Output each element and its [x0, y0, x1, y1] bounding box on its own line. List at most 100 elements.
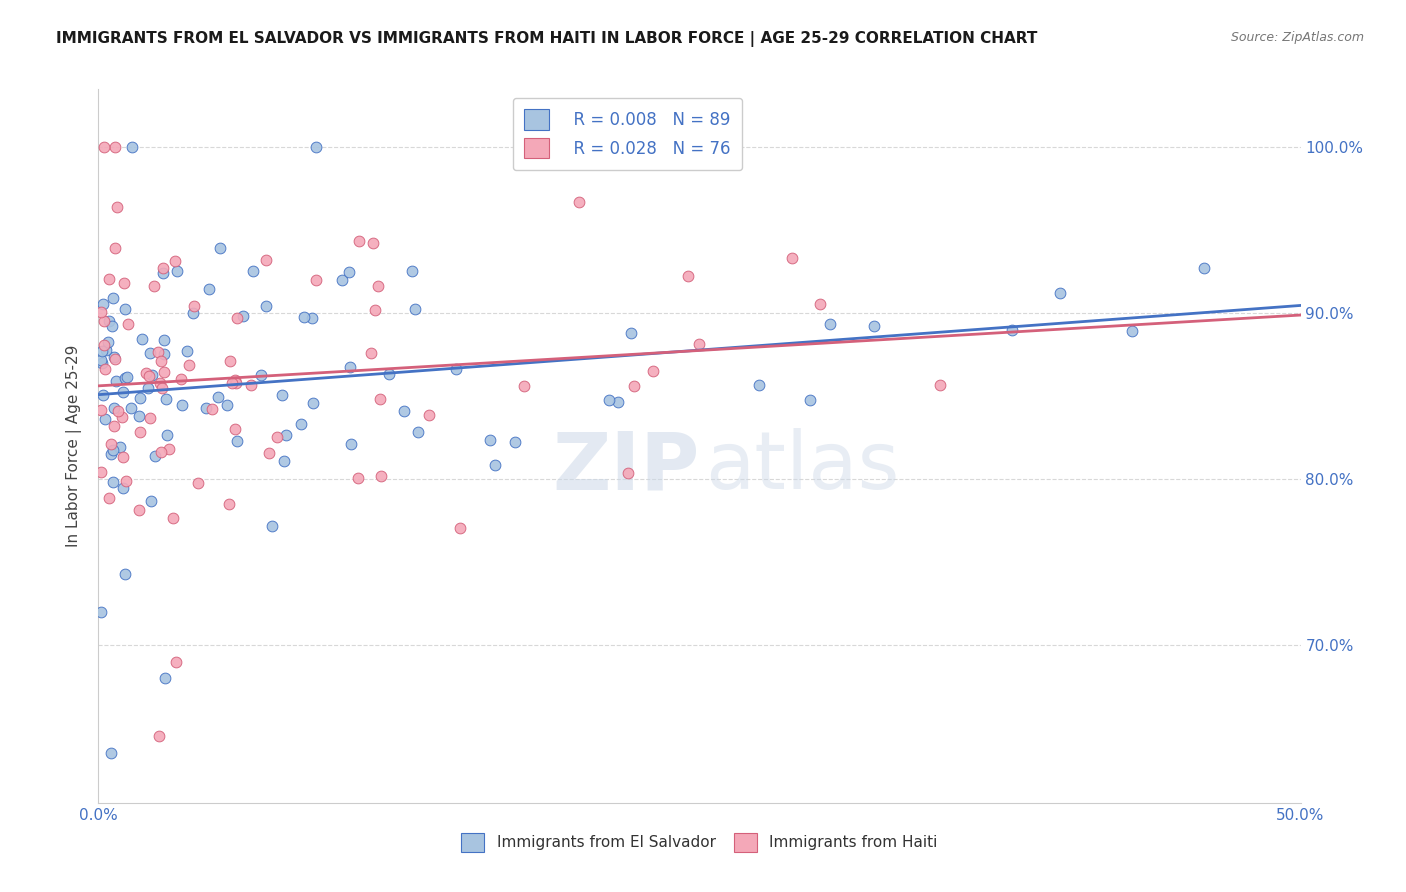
- Point: [339, 360, 361, 375]
- Point: [143, 278, 166, 293]
- Point: [641, 364, 664, 378]
- Point: [254, 300, 277, 314]
- Point: [676, 268, 699, 283]
- Point: [260, 519, 283, 533]
- Point: [257, 445, 280, 459]
- Point: [347, 235, 370, 249]
- Point: [94, 343, 117, 358]
- Point: [111, 409, 134, 424]
- Point: [1001, 323, 1024, 337]
- Point: [149, 376, 172, 391]
- Point: [179, 359, 201, 373]
- Point: [401, 263, 423, 277]
- Point: [90, 465, 112, 479]
- Point: [93, 314, 115, 328]
- Point: [108, 440, 131, 454]
- Point: [153, 347, 176, 361]
- Point: [101, 291, 124, 305]
- Point: [620, 326, 643, 341]
- Point: [217, 398, 239, 412]
- Point: [152, 261, 174, 276]
- Point: [607, 395, 630, 409]
- Point: [114, 567, 136, 582]
- Point: [157, 442, 180, 456]
- Point: [503, 435, 526, 450]
- Point: [128, 409, 150, 423]
- Point: [617, 466, 640, 480]
- Point: [218, 497, 240, 511]
- Point: [513, 379, 536, 393]
- Point: [165, 253, 187, 268]
- Point: [148, 730, 170, 744]
- Point: [139, 411, 162, 425]
- Point: [90, 356, 112, 370]
- Point: [340, 436, 363, 450]
- Point: [232, 309, 254, 323]
- Point: [141, 494, 163, 508]
- Point: [225, 434, 247, 449]
- Point: [368, 392, 391, 406]
- Point: [304, 273, 326, 287]
- Point: [153, 365, 176, 379]
- Point: [404, 302, 426, 317]
- Point: [90, 605, 112, 619]
- Point: [100, 436, 122, 450]
- Point: [748, 377, 770, 392]
- Point: [187, 476, 209, 491]
- Point: [145, 449, 167, 463]
- Point: [90, 305, 112, 319]
- Point: [240, 377, 263, 392]
- Y-axis label: In Labor Force | Age 25-29: In Labor Force | Age 25-29: [66, 345, 83, 547]
- Point: [183, 299, 205, 313]
- Point: [104, 374, 127, 388]
- Point: [112, 450, 135, 465]
- Point: [112, 481, 135, 495]
- Point: [478, 434, 501, 448]
- Point: [90, 403, 112, 417]
- Point: [104, 241, 127, 255]
- Point: [138, 368, 160, 383]
- Point: [302, 395, 325, 409]
- Point: [139, 345, 162, 359]
- Point: [183, 306, 205, 320]
- Point: [394, 404, 416, 418]
- Point: [254, 252, 277, 267]
- Point: [207, 391, 229, 405]
- Point: [1121, 324, 1143, 338]
- Point: [150, 444, 173, 458]
- Point: [347, 471, 370, 485]
- Point: [337, 264, 360, 278]
- Point: [304, 140, 326, 154]
- Point: [928, 378, 950, 392]
- Point: [121, 140, 143, 154]
- Point: [129, 391, 152, 405]
- Point: [418, 408, 440, 422]
- Point: [100, 746, 122, 760]
- Point: [195, 401, 218, 415]
- Point: [449, 521, 471, 535]
- Point: [689, 337, 711, 351]
- Point: [97, 491, 120, 505]
- Point: [226, 311, 249, 326]
- Point: [201, 402, 224, 417]
- Point: [406, 425, 429, 440]
- Point: [166, 264, 188, 278]
- Legend: Immigrants from El Salvador, Immigrants from Haiti: Immigrants from El Salvador, Immigrants …: [454, 825, 945, 859]
- Point: [112, 276, 135, 290]
- Point: [165, 655, 187, 669]
- Point: [90, 353, 112, 368]
- Point: [176, 343, 198, 358]
- Point: [93, 140, 115, 154]
- Point: [153, 333, 176, 347]
- Point: [128, 503, 150, 517]
- Point: [225, 376, 247, 390]
- Point: [114, 301, 136, 316]
- Point: [818, 317, 841, 331]
- Point: [242, 263, 264, 277]
- Point: [224, 422, 246, 436]
- Point: [91, 388, 114, 402]
- Point: [224, 373, 246, 387]
- Point: [155, 392, 177, 406]
- Point: [149, 354, 172, 368]
- Point: [484, 458, 506, 473]
